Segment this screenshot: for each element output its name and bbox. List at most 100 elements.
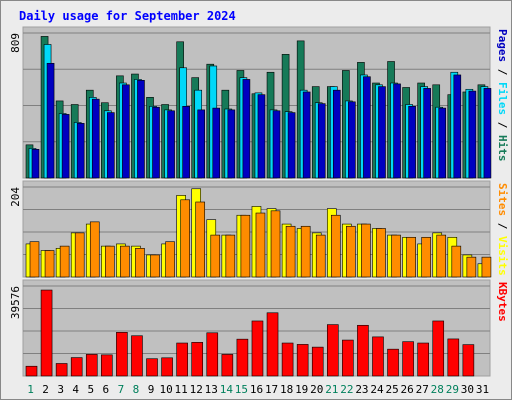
y-max-label: 39576 (9, 286, 22, 319)
bar-kbytes-day-29 (447, 338, 460, 377)
legend-separator: / (496, 115, 509, 135)
bar-pages-day-14 (227, 109, 236, 179)
bar-sites-day-13 (210, 234, 221, 278)
bar-kbytes-day-3 (55, 363, 68, 377)
x-tick-day-30: 30 (461, 383, 474, 396)
bar-sites-day-3 (59, 245, 70, 278)
x-tick-day-11: 11 (175, 383, 188, 396)
bar-pages-day-8 (137, 80, 145, 179)
x-tick-day-5: 5 (87, 383, 94, 396)
x-tick-day-8: 8 (133, 383, 140, 396)
x-tick-day-26: 26 (401, 383, 414, 396)
bar-kbytes-day-7 (116, 332, 128, 377)
x-tick-day-21: 21 (325, 383, 338, 396)
bar-kbytes-day-10 (161, 357, 173, 377)
x-tick-day-27: 27 (416, 383, 429, 396)
side-legend-pages-files-hits: Pages / Files / Hits (496, 29, 509, 162)
x-axis: 1 2 3 4 5 6 7 8 9 10 11 12 13 14 15 16 17 18 19 20 21 22 23 24 2… (27, 383, 489, 396)
bar-kbytes-day-27 (417, 342, 429, 377)
x-tick-day-16: 16 (250, 383, 263, 396)
bar-pages-day-10 (167, 110, 175, 179)
x-tick-day-1: 1 (27, 383, 34, 396)
panel-kbytes: 39576 KBytes (9, 279, 509, 377)
bar-kbytes-day-6 (101, 354, 113, 377)
bar-kbytes-day-20 (311, 346, 324, 377)
x-tick-day-2: 2 (42, 383, 49, 396)
bar-pages-day-11 (182, 106, 190, 179)
legend-kbytes: KBytes (496, 282, 509, 322)
bar-pages-day-26 (408, 106, 416, 179)
bar-kbytes-day-15 (236, 338, 249, 377)
bar-pages-day-23 (363, 76, 371, 179)
x-tick-day-14: 14 (220, 383, 234, 396)
x-tick-day-10: 10 (159, 383, 172, 396)
bar-pages-day-16 (257, 94, 266, 179)
x-tick-day-13: 13 (205, 383, 218, 396)
bar-sites-day-9 (150, 254, 160, 278)
bar-sites-day-7 (120, 245, 130, 278)
bar-pages-day-21 (332, 89, 341, 179)
bar-pages-day-27 (423, 88, 431, 179)
bar-sites-day-22 (346, 225, 356, 278)
x-tick-day-28: 28 (431, 383, 444, 396)
legend-visits: Visits (496, 236, 509, 276)
bar-sites-day-11 (180, 199, 190, 278)
bar-sites-day-21 (330, 214, 341, 278)
y-max-label: 204 (9, 187, 22, 207)
x-tick-day-29: 29 (446, 383, 459, 396)
bar-kbytes-day-22 (342, 339, 354, 377)
bar-pages-day-24 (378, 86, 386, 179)
x-tick-day-7: 7 (118, 383, 125, 396)
bar-kbytes-day-18 (281, 342, 294, 377)
legend-sites: Sites (496, 183, 509, 216)
bar-sites-day-28 (436, 234, 447, 278)
side-legend-kbytes: KBytes (496, 282, 509, 322)
bar-kbytes-day-9 (146, 358, 158, 377)
bar-pages-day-30 (468, 90, 477, 179)
panel-pages-files-hits: 809 Pages / Files / Hits (9, 26, 509, 179)
legend-pages: Pages (496, 29, 509, 62)
bar-pages-day-22 (348, 101, 356, 179)
bar-sites-day-25 (391, 234, 401, 278)
chart-title: Daily usage for September 2024 (19, 9, 236, 23)
bar-pages-day-1 (31, 149, 40, 179)
x-tick-day-6: 6 (103, 383, 110, 396)
bar-sites-day-30 (466, 256, 477, 278)
bar-kbytes-day-19 (296, 344, 309, 377)
bar-pages-day-5 (91, 98, 100, 179)
x-tick-day-12: 12 (190, 383, 203, 396)
x-tick-day-9: 9 (148, 383, 155, 396)
bar-pages-day-28 (438, 107, 447, 179)
bar-sites-day-27 (421, 236, 431, 278)
x-tick-day-4: 4 (72, 383, 79, 396)
chart-panels: 809 Pages / Files / Hits 204 Sites / Visits… (9, 26, 509, 377)
bar-kbytes-day-25 (387, 348, 399, 377)
side-legend-sites-visits: Sites / Visits (496, 183, 509, 276)
bar-kbytes-day-13 (206, 332, 219, 377)
x-tick-day-23: 23 (355, 383, 368, 396)
bar-kbytes-day-2 (40, 289, 53, 377)
bar-sites-day-24 (376, 228, 386, 278)
x-tick-day-18: 18 (280, 383, 293, 396)
legend-separator: / (496, 216, 509, 236)
bar-sites-day-15 (240, 214, 251, 278)
x-tick-day-24: 24 (370, 383, 384, 396)
bar-sites-day-4 (74, 232, 85, 278)
legend-hits: Hits (496, 135, 509, 162)
bar-kbytes-day-11 (176, 342, 188, 377)
bar-kbytes-day-26 (402, 341, 414, 377)
bar-kbytes-day-8 (131, 335, 143, 377)
bar-sites-day-1 (29, 241, 40, 278)
bar-kbytes-day-28 (432, 320, 445, 377)
bar-sites-day-12 (195, 201, 206, 278)
bar-sites-day-17 (270, 210, 281, 278)
bar-kbytes-day-30 (462, 344, 475, 377)
bar-pages-day-2 (46, 62, 55, 179)
bar-pages-day-7 (122, 84, 130, 179)
legend-separator: / (496, 62, 509, 82)
x-tick-day-19: 19 (295, 383, 308, 396)
bar-pages-day-4 (76, 123, 85, 179)
bar-sites-day-26 (406, 236, 416, 278)
bar-pages-day-13 (212, 107, 221, 179)
